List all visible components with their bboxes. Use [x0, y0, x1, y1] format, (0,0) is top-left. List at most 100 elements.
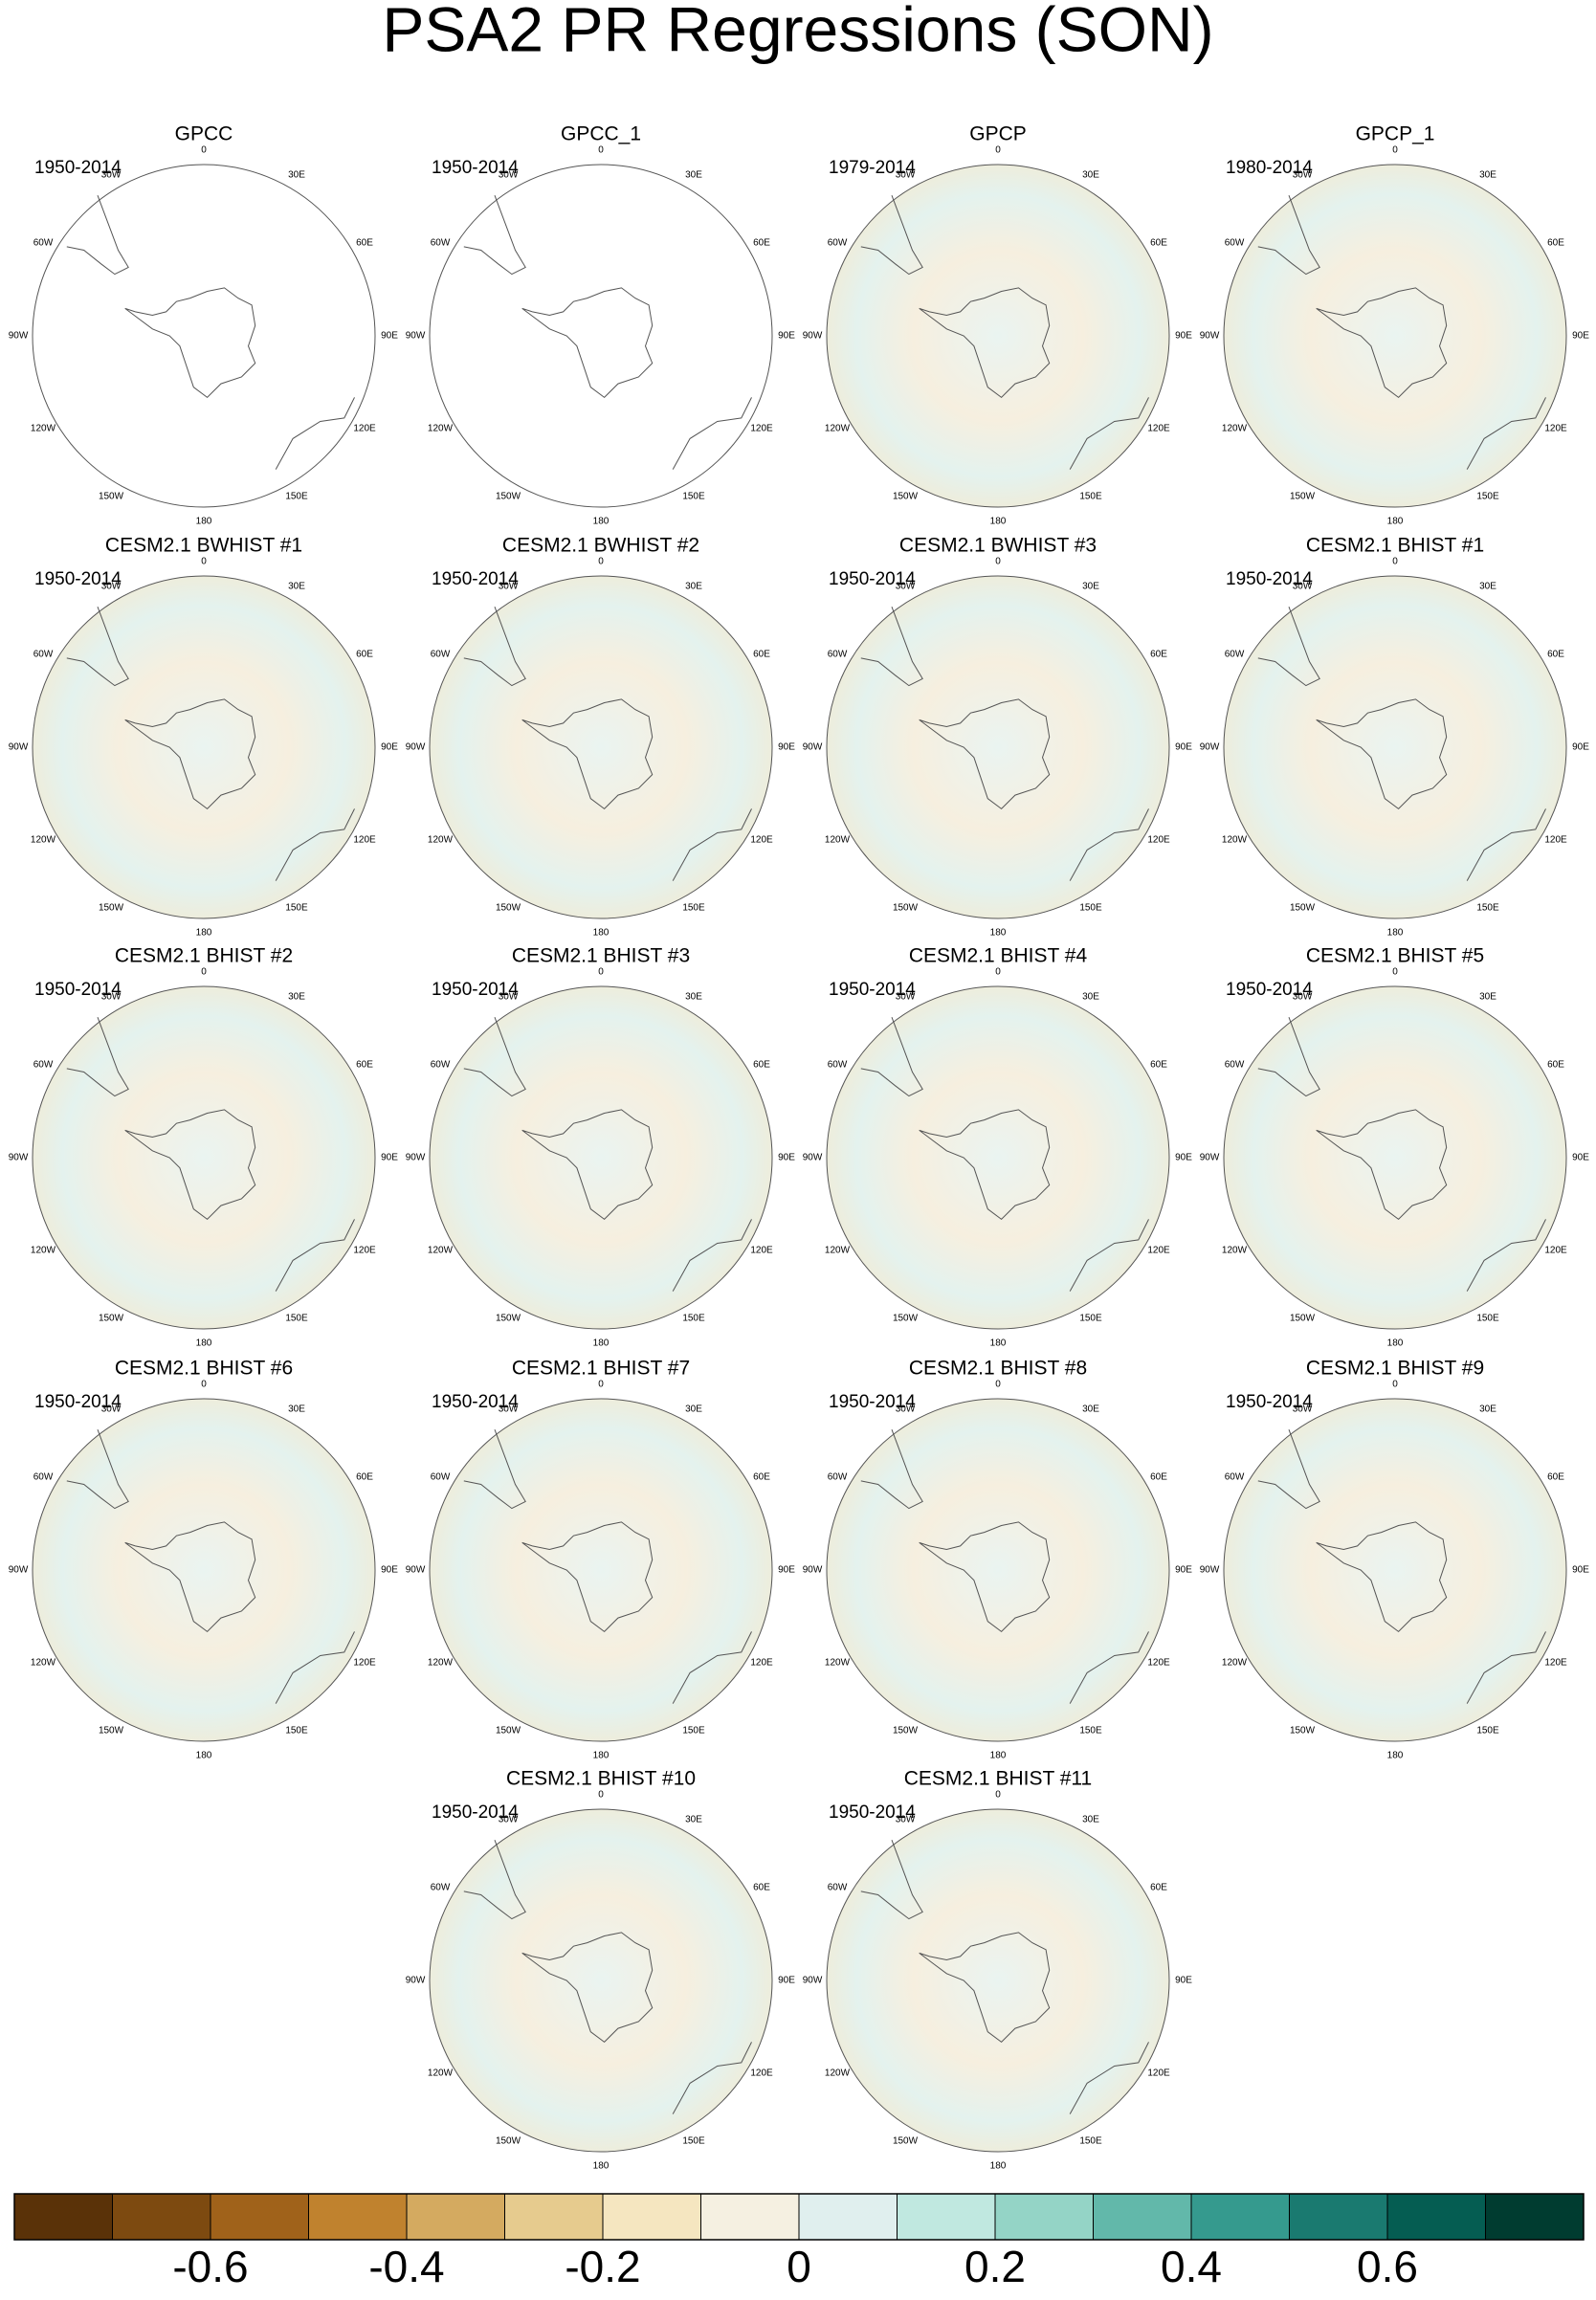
coastline — [1069, 397, 1149, 470]
longitude-label: 180 — [1387, 928, 1404, 939]
coastline — [1316, 287, 1448, 399]
longitude-label: 90W — [406, 331, 426, 342]
map-panel: GPCP_1 1980-2014 0 30E 60E 90E 120E 150E 180 150W… — [1200, 123, 1590, 527]
coastline — [919, 1932, 1051, 2044]
longitude-label: 150E — [1079, 492, 1102, 502]
longitude-label: 150W — [893, 1726, 919, 1736]
coastline — [919, 287, 1051, 399]
longitude-label: 90W — [9, 1565, 29, 1576]
colorbar-label: -0.4 — [368, 2242, 444, 2291]
longitude-label: 60W — [1225, 1472, 1245, 1483]
coastline — [1466, 397, 1546, 470]
longitude-label: 120W — [825, 1246, 851, 1256]
longitude-label: 180 — [593, 1751, 610, 1761]
panel-title: CESM2.1 BHIST #3 — [512, 945, 690, 967]
longitude-label: 180 — [1387, 1751, 1404, 1761]
colorbar-box — [1093, 2193, 1192, 2241]
longitude-label: 60E — [356, 1060, 373, 1071]
longitude-label: 90W — [406, 1976, 426, 1986]
coastline — [124, 1521, 256, 1633]
longitude-label: 120W — [1222, 1246, 1248, 1256]
longitude-label: 60E — [1150, 650, 1167, 660]
longitude-label: 90E — [778, 742, 795, 753]
coastline — [521, 698, 654, 810]
coastline — [1466, 1631, 1546, 1704]
longitude-label: 120E — [1147, 2068, 1170, 2079]
longitude-label: 90W — [406, 1565, 426, 1576]
colorbar-box — [13, 2193, 113, 2241]
longitude-label: 30E — [1082, 1404, 1099, 1415]
longitude-label: 30E — [1479, 170, 1496, 181]
map-disk — [1223, 164, 1567, 508]
coastline — [1316, 1109, 1448, 1221]
longitude-label: 30W — [896, 582, 916, 592]
colorbar-frame — [13, 2193, 1585, 2241]
longitude-label: 150W — [1290, 1726, 1316, 1736]
coastline — [672, 808, 752, 881]
longitude-label: 150W — [893, 492, 919, 502]
map-panel: CESM2.1 BHIST #6 1950-2014 0 30E 60E 90E 120E 1… — [9, 1358, 399, 1761]
map-panel: CESM2.1 BHIST #1 1950-2014 0 30E 60E 90E 120E 1… — [1200, 535, 1590, 939]
colorbar-box — [994, 2193, 1094, 2241]
longitude-label: 120W — [31, 1246, 56, 1256]
longitude-label: 90E — [1572, 742, 1589, 753]
longitude-label: 30W — [896, 1815, 916, 1825]
longitude-label: 150W — [99, 1314, 124, 1324]
longitude-label: 60W — [431, 1060, 451, 1071]
longitude-label: 90E — [778, 1565, 795, 1576]
longitude-label: 60E — [1547, 650, 1564, 660]
longitude-label: 30W — [499, 1815, 519, 1825]
map-disk — [826, 1808, 1170, 2153]
colorbar-label: 0.6 — [1357, 2242, 1418, 2291]
longitude-label: 90W — [406, 1153, 426, 1163]
coastline — [275, 1219, 355, 1292]
longitude-label: 150W — [496, 492, 521, 502]
panel-period: 1950-2014 — [1226, 980, 1313, 1000]
longitude-label: 90W — [9, 742, 29, 753]
longitude-label: 120E — [1147, 1246, 1170, 1256]
coastline — [275, 1631, 355, 1704]
longitude-label: 120E — [353, 1658, 376, 1669]
longitude-label: 90W — [1200, 1153, 1220, 1163]
longitude-label: 90W — [803, 1565, 823, 1576]
longitude-label: 120E — [750, 1658, 773, 1669]
coastline — [521, 287, 654, 399]
longitude-label: 30W — [896, 170, 916, 181]
longitude-label: 30W — [896, 992, 916, 1003]
longitude-label: 120E — [1544, 1246, 1567, 1256]
longitude-label: 180 — [1387, 517, 1404, 527]
longitude-label: 60E — [1150, 1472, 1167, 1483]
longitude-label: 0 — [995, 145, 1001, 156]
colorbar-label: 0.4 — [1161, 2242, 1222, 2291]
longitude-label: 150W — [1290, 492, 1316, 502]
longitude-label: 120E — [750, 424, 773, 434]
longitude-label: 60W — [431, 650, 451, 660]
colorbar-box — [210, 2193, 309, 2241]
longitude-label: 120W — [825, 835, 851, 846]
coastline — [919, 698, 1051, 810]
longitude-label: 180 — [196, 1338, 212, 1349]
panel-title: CESM2.1 BHIST #6 — [115, 1358, 293, 1380]
coastline — [672, 397, 752, 470]
longitude-label: 180 — [990, 1338, 1007, 1349]
panel-title: CESM2.1 BHIST #8 — [909, 1358, 1087, 1380]
longitude-label: 60W — [828, 1883, 848, 1893]
panel-title: GPCP — [969, 123, 1027, 145]
longitude-label: 60W — [828, 650, 848, 660]
map-disk — [1223, 575, 1567, 919]
coastline — [275, 397, 355, 470]
longitude-label: 30E — [685, 1815, 702, 1825]
longitude-label: 60W — [828, 238, 848, 249]
longitude-label: 30E — [685, 582, 702, 592]
longitude-label: 150W — [893, 903, 919, 914]
longitude-label: 60E — [1547, 1060, 1564, 1071]
longitude-label: 90E — [1175, 1976, 1192, 1986]
longitude-label: 90W — [9, 331, 29, 342]
coastline — [66, 607, 129, 687]
longitude-label: 150E — [285, 492, 308, 502]
panel-title: CESM2.1 BHIST #9 — [1306, 1358, 1484, 1380]
coastline — [1316, 698, 1448, 810]
longitude-label: 60W — [1225, 650, 1245, 660]
longitude-label: 60W — [33, 650, 54, 660]
longitude-label: 90W — [406, 742, 426, 753]
